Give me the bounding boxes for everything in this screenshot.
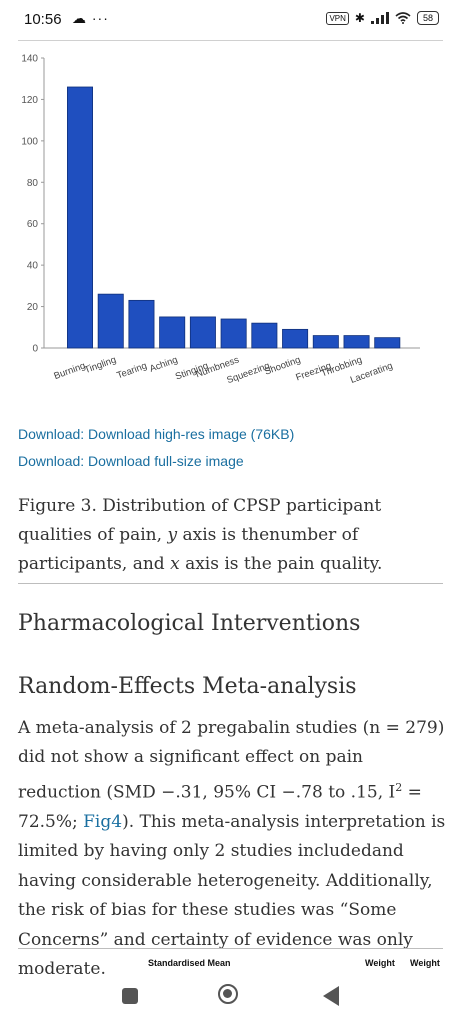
- y-tick-label: 60: [27, 219, 39, 230]
- forest-header-weight-1: Weight: [365, 958, 395, 968]
- bluetooth-icon: ✱: [354, 11, 365, 25]
- y-tick-label: 120: [21, 95, 38, 106]
- status-icons: VPN ✱ 58: [326, 11, 439, 25]
- section-title: Pharmacological Interventions: [18, 611, 361, 636]
- home-icon[interactable]: [218, 984, 238, 1004]
- y-tick-label: 140: [21, 54, 38, 65]
- back-icon[interactable]: [323, 986, 339, 1006]
- y-tick-label: 80: [27, 178, 39, 189]
- x-tick-label: Burning: [52, 360, 87, 382]
- bar-burning: [67, 86, 93, 349]
- download-full-size-link[interactable]: Download: Download full-size image: [18, 453, 244, 469]
- x-tick-label: Tingling: [83, 354, 118, 376]
- bar-numbness: [220, 318, 247, 349]
- caption-divider: [18, 583, 443, 584]
- bar-shooting: [282, 328, 309, 349]
- y-tick-label: 40: [27, 261, 39, 272]
- forest-header-weight-2: Weight: [410, 958, 440, 968]
- pain-quality-bar-chart: 0 20 40 60 80 100 120 140 BurningTinglingTearing…: [21, 54, 420, 386]
- signal-icon: [370, 12, 389, 24]
- fig4-link[interactable]: Fig4: [83, 811, 123, 832]
- navigation-bar: [0, 975, 461, 1024]
- figure-caption: Figure 3. Distribution of CPSP participa…: [18, 496, 383, 574]
- x-tick-label: Tearing: [115, 360, 148, 381]
- forest-header-std-mean: Standardised Mean: [148, 958, 231, 968]
- bar-freezing: [312, 335, 339, 349]
- bar-stinging: [189, 316, 216, 349]
- recent-apps-icon[interactable]: [122, 988, 138, 1004]
- bar-throbbing: [343, 335, 370, 349]
- y-tick-label: 20: [27, 302, 39, 313]
- subsection-title: Random-Effects Meta-analysis: [18, 674, 357, 699]
- status-bar: 10:56 ☁ ··· VPN ✱ 58: [0, 0, 461, 42]
- vpn-icon: VPN: [326, 11, 349, 25]
- bar-aching: [159, 316, 186, 349]
- bar-lacerating: [374, 337, 401, 349]
- cloud-notification-icon: ☁ ···: [72, 10, 109, 26]
- top-divider: [18, 40, 443, 41]
- bar-tingling: [97, 293, 124, 349]
- y-tick-label: 0: [32, 344, 38, 355]
- bar-squeezing: [251, 322, 278, 349]
- download-high-res-link[interactable]: Download: Download high-res image (76KB): [18, 426, 295, 442]
- bar-tearing: [128, 299, 155, 349]
- wifi-icon: [395, 12, 411, 24]
- meta-analysis-paragraph: A meta-analysis of 2 pregabalin studies …: [18, 718, 446, 979]
- battery-icon: 58: [416, 11, 439, 25]
- bottom-divider: [18, 948, 443, 949]
- status-time: 10:56: [24, 11, 62, 28]
- y-tick-label: 100: [21, 136, 38, 147]
